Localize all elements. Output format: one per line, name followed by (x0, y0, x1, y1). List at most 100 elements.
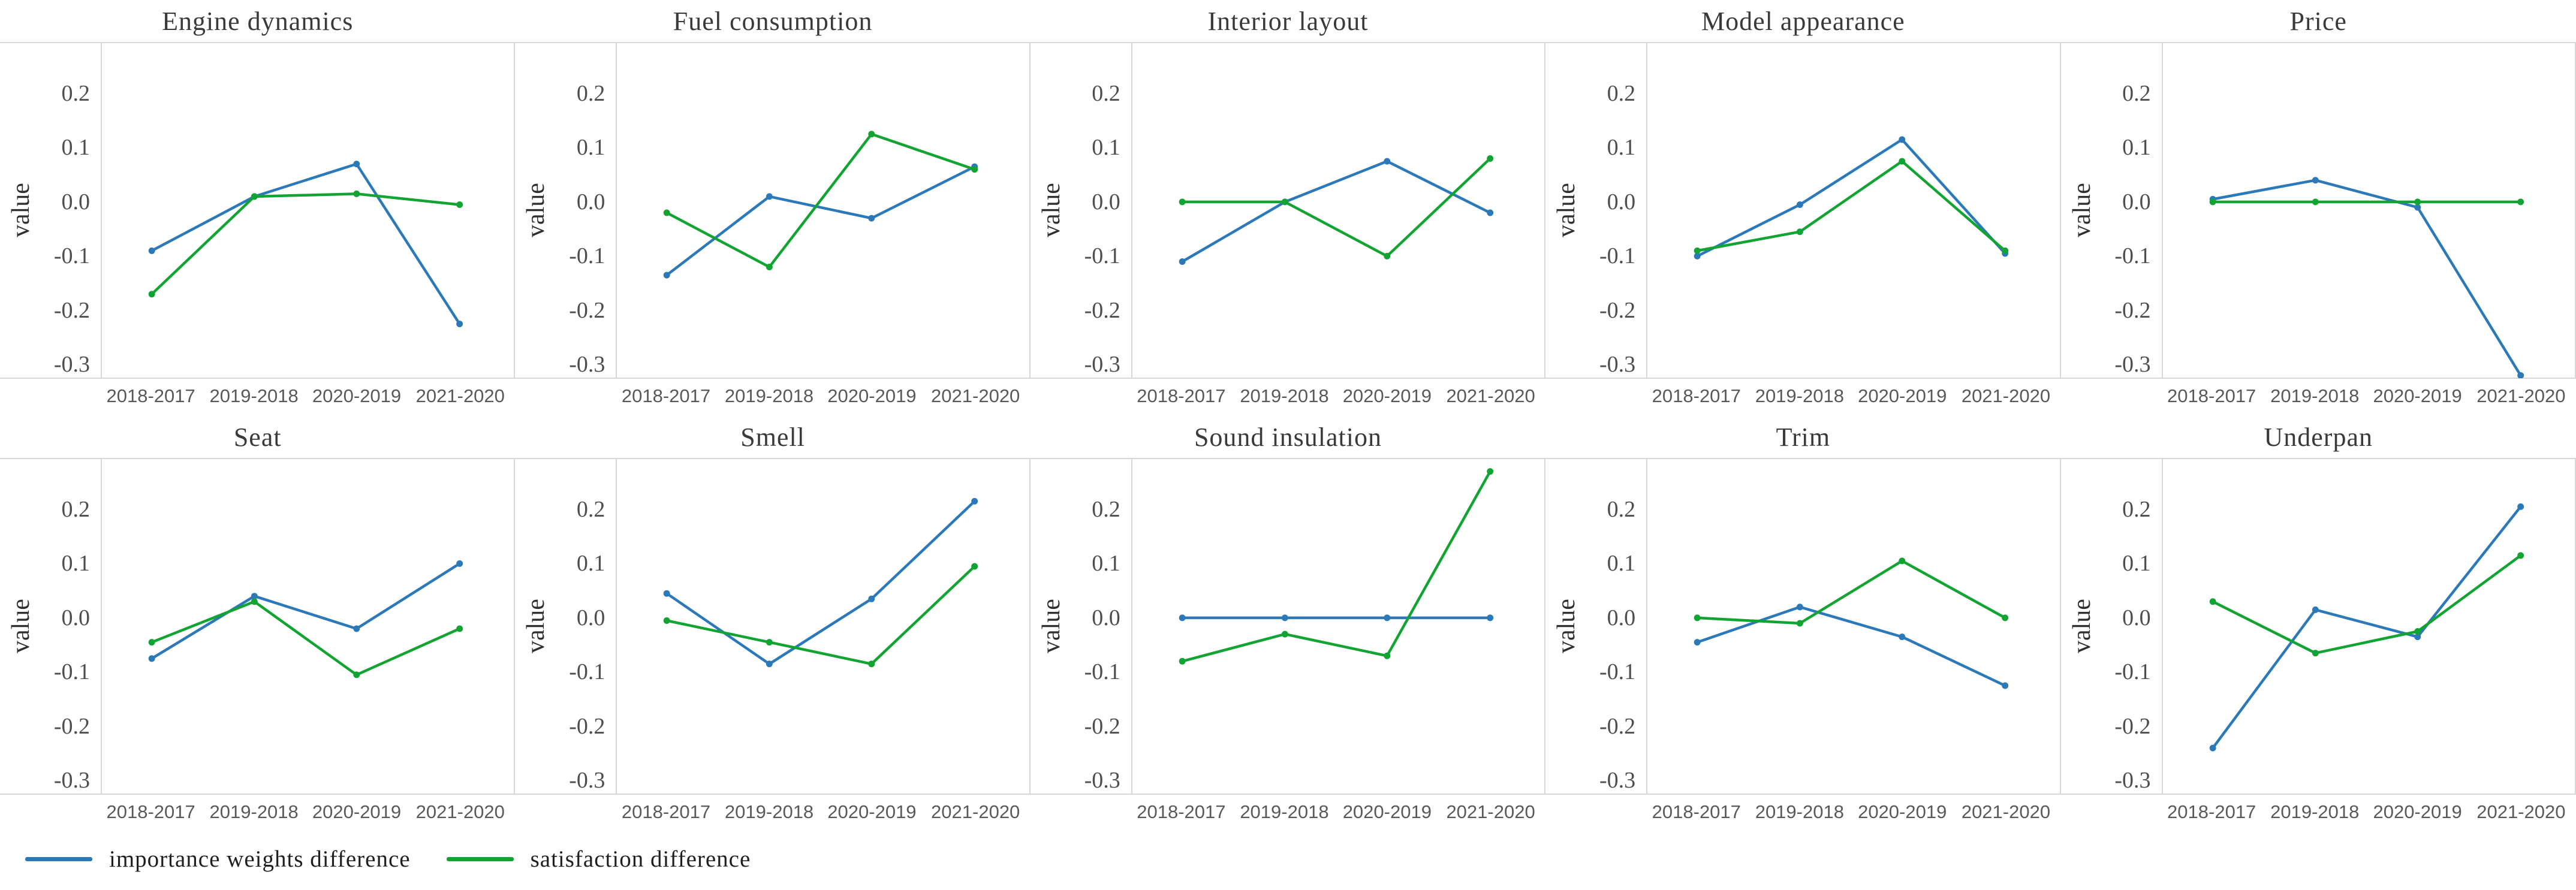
data-point-marker (148, 639, 155, 646)
chart-title: Smell (740, 422, 805, 452)
chart-panel-engine-dynamics: Engine dynamics value 0.2 0.1 0.0 -0.1 -0.2-… (0, 0, 516, 416)
y-axis-ticks: 0.2 0.1 0.0 -0.1 -0.2 -0.3 (0, 42, 90, 378)
data-point-marker (1486, 209, 1493, 216)
series-line (150, 162, 461, 325)
data-point-marker (664, 617, 671, 624)
x-tick-label: 2018-2017 (106, 385, 195, 406)
x-tick-label: 2021-2020 (931, 801, 1020, 822)
plot-area (101, 458, 516, 794)
series-line (1180, 470, 1492, 663)
x-tick-label: 2019-2018 (209, 801, 299, 822)
data-point-marker (2312, 606, 2319, 613)
y-axis-ticks: 0.2 0.1 0.0 -0.1 -0.2 -0.3 (1545, 458, 1635, 794)
y-tick-label: 0.0 (61, 189, 91, 215)
data-point-marker (2414, 633, 2421, 641)
plot-area (2161, 458, 2576, 794)
x-tick-label: 2021-2020 (415, 801, 505, 822)
x-tick-label: 2018-2017 (2167, 801, 2256, 822)
line-chart-svg (1179, 468, 1493, 665)
x-tick-label: 2020-2019 (312, 385, 402, 406)
y-tick-label: -0.1 (569, 659, 605, 685)
y-tick-label: -0.3 (53, 768, 90, 794)
y-tick-label: 0.0 (2122, 605, 2151, 630)
data-point-marker (1797, 620, 1804, 627)
chart-panel-sound-insulation: Sound insulation value 0.2 0.1 0.0 -0.1 -0.2… (1031, 416, 1546, 832)
plot-body: value 0.2 0.1 0.0 -0.1 -0.2 -0.3 (1031, 42, 1546, 378)
y-tick-label: 0.1 (1607, 135, 1636, 161)
y-axis-ticks: 0.2 0.1 0.0 -0.1 -0.2 -0.3 (515, 458, 605, 794)
y-tick-label: 0.1 (61, 551, 91, 577)
data-point-marker (1899, 557, 1906, 565)
y-tick-label: -0.3 (1084, 768, 1120, 794)
data-point-marker (664, 590, 671, 597)
y-axis-ticks: 0.2 0.1 0.0 -0.1 -0.2 -0.3 (2061, 458, 2151, 794)
data-point-marker (2517, 372, 2524, 378)
x-tick-label: 2021-2020 (2476, 801, 2566, 822)
data-point-marker (1694, 252, 1701, 260)
legend-label: satisfaction difference (530, 846, 751, 872)
x-axis-ticks: 2018-2017 2019-2018 2020-2019 2021-2020 (1031, 378, 1545, 416)
data-point-marker (1281, 630, 1288, 638)
plot-area (616, 458, 1031, 794)
y-tick-label: -0.2 (53, 297, 90, 323)
y-axis-ticks: 0.2 0.1 0.0 -0.1 -0.2 -0.3 (1031, 42, 1120, 378)
line-chart-svg (664, 131, 978, 279)
plot-body: value 0.2 0.1 0.0 -0.1 -0.2 -0.3 (1545, 458, 2061, 794)
x-tick-label: 2018-2017 (1652, 801, 1741, 822)
y-tick-label: -0.3 (569, 768, 605, 794)
data-point-marker (766, 193, 773, 200)
x-axis-ticks: 2018-2017 2019-2018 2020-2019 2021-2020 (2061, 794, 2576, 832)
series-line (1180, 159, 1492, 263)
legend-label: importance weights difference (109, 846, 411, 872)
data-point-marker (1179, 614, 1186, 622)
data-point-marker (1179, 258, 1186, 265)
data-point-marker (251, 598, 258, 605)
chart-title: Price (2289, 6, 2347, 36)
y-tick-label: 0.2 (1607, 496, 1636, 522)
series-line (665, 500, 977, 666)
y-axis-ticks: 0.2 0.1 0.0 -0.1 -0.2 -0.3 (515, 42, 605, 378)
y-axis-ticks: 0.2 0.1 0.0 -0.1 -0.2 -0.3 (1545, 42, 1635, 378)
plot-area (1646, 458, 2061, 794)
line-chart-svg (2209, 503, 2524, 752)
y-tick-label: 0.2 (61, 80, 91, 106)
y-tick-label: 0.2 (576, 496, 605, 522)
x-tick-label: 2019-2018 (2270, 801, 2360, 822)
y-tick-label: 0.2 (1092, 80, 1120, 106)
data-point-marker (1899, 136, 1906, 143)
data-point-marker (2209, 598, 2216, 605)
x-tick-label: 2020-2019 (1858, 801, 1947, 822)
y-tick-label: 0.1 (1092, 135, 1120, 161)
chart-panel-trim: Trim value 0.2 0.1 0.0 -0.1 -0.2 -0.3 2018-20… (1545, 416, 2061, 832)
x-tick-label: 2019-2018 (1240, 385, 1329, 406)
x-tick-label: 2020-2019 (2373, 385, 2462, 406)
data-point-marker (2517, 552, 2524, 559)
chart-title: Fuel consumption (673, 6, 873, 36)
y-tick-label: 0.1 (61, 135, 91, 161)
y-tick-label: -0.1 (1599, 659, 1636, 685)
x-tick-label: 2019-2018 (2270, 385, 2360, 406)
plot-top-border (0, 458, 2576, 459)
plot-area (2161, 42, 2576, 378)
y-tick-label: -0.1 (1599, 243, 1636, 269)
x-axis-ticks: 2018-2017 2019-2018 2020-2019 2021-2020 (515, 378, 1030, 416)
x-tick-label: 2020-2019 (312, 801, 402, 822)
y-tick-label: -0.2 (1599, 713, 1636, 739)
x-tick-label: 2018-2017 (621, 385, 711, 406)
legend-line-swatch-blue (25, 856, 92, 861)
x-axis-ticks: 2018-2017 2019-2018 2020-2019 2021-2020 (1031, 794, 1545, 832)
chart-panel-seat: Seat value 0.2 0.1 0.0 -0.1 -0.2 -0.3 2018-20… (0, 416, 516, 832)
y-tick-label: 0.0 (576, 605, 605, 630)
x-tick-label: 2019-2018 (1755, 385, 1844, 406)
x-axis-ticks: 2018-2017 2019-2018 2020-2019 2021-2020 (2061, 378, 2576, 416)
series-line (1696, 559, 2007, 625)
y-tick-label: 0.1 (576, 551, 605, 577)
plot-area (1131, 42, 1546, 378)
y-tick-label: -0.3 (2114, 768, 2151, 794)
y-tick-label: -0.1 (2114, 659, 2151, 685)
x-tick-label: 2021-2020 (1961, 801, 2051, 822)
data-point-marker (353, 190, 360, 197)
data-point-marker (2002, 247, 2009, 254)
line-chart-svg (148, 161, 463, 327)
